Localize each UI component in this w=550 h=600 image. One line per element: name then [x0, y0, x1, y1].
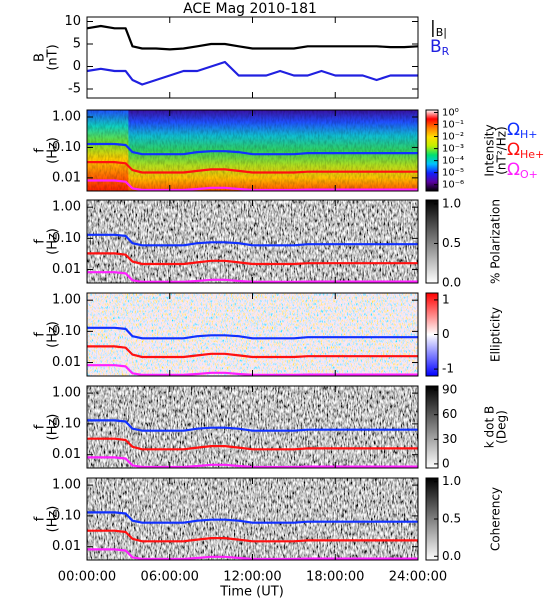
colorbar-tick-label: 0	[442, 327, 450, 341]
data-line	[87, 179, 418, 192]
y-axis-label: f	[33, 516, 48, 521]
legend-label: ΩHe+	[507, 140, 544, 161]
spectrogram	[87, 200, 418, 283]
chart-title: ACE Mag 2010-181	[183, 1, 317, 17]
x-tick-label: 24:00:00	[389, 570, 447, 585]
colorbar-tick-label: 0.5	[442, 512, 461, 526]
y-tick-label: 1.00	[52, 386, 81, 401]
colorbar-tick-label: 10⁻³	[442, 144, 464, 155]
colorbar-tick-label: 0.0	[442, 549, 461, 563]
y-axis-label: (Hz)	[46, 137, 61, 164]
colorbar-tick-label: 90	[442, 383, 457, 397]
colorbar-tick-label: 10⁻²	[442, 132, 464, 143]
y-tick-label: 0.10	[52, 416, 81, 431]
legend-label: |B|	[430, 18, 447, 39]
colorbar-label: Ellipticity	[489, 307, 503, 362]
y-axis-label: (Hz)	[46, 414, 61, 441]
y-axis-label: f	[33, 239, 48, 244]
x-tick-label: 18:00:00	[306, 570, 364, 585]
colorbar-tick-label: 1	[442, 292, 450, 306]
colorbar-tick-label: 10⁰	[442, 107, 459, 118]
data-line	[86, 60, 418, 86]
colorbar-tick-label: 0	[442, 456, 450, 470]
data-line	[87, 364, 418, 376]
y-axis-label: f	[33, 148, 48, 153]
spectrogram	[87, 293, 418, 376]
y-tick-label: 1.00	[52, 110, 81, 125]
y-tick-label: 0.10	[52, 231, 81, 246]
data-line	[87, 511, 418, 524]
data-line	[87, 548, 418, 561]
colorbar-tick-label: 1.0	[442, 196, 461, 210]
spectrogram-texture	[87, 110, 418, 191]
colorbar-tick-label: 0.5	[442, 236, 461, 250]
legend-label: BR	[430, 37, 450, 58]
data-line	[87, 345, 418, 359]
colorbar-label: (Deg)	[495, 410, 509, 444]
colorbar-tick-label: 10⁻⁴	[442, 156, 464, 167]
spectrogram	[87, 478, 418, 560]
colorbar-tick-label: 10⁻⁵	[442, 168, 464, 179]
colorbar-tick-label: 30	[442, 432, 457, 446]
legend-label: ΩO+	[507, 160, 538, 181]
colorbar-label: Coherency	[489, 487, 503, 551]
legend-label: ΩH+	[507, 120, 538, 141]
y-axis-label: f	[33, 332, 48, 337]
x-axis-label: Time (UT)	[219, 585, 284, 600]
colorbar-tick-label: 10⁻⁶	[442, 180, 464, 191]
colorbar-label: k dot B	[483, 406, 497, 448]
y-tick-label: 0.10	[52, 140, 81, 155]
y-tick-label: 0.01	[52, 170, 81, 185]
data-line	[87, 233, 418, 247]
x-tick-label: 12:00:00	[223, 570, 281, 585]
y-tick-label: 1.00	[52, 200, 81, 215]
y-tick-label: 5	[73, 37, 81, 52]
y-tick-label: 0.10	[52, 508, 81, 523]
x-tick-label: 00:00:00	[58, 570, 116, 585]
y-axis-label: (Hz)	[46, 321, 61, 348]
y-axis-label: (nT)	[46, 44, 61, 70]
data-line	[87, 161, 418, 174]
y-tick-label: 0.10	[52, 324, 81, 339]
y-tick-label: 0.01	[52, 262, 81, 277]
colorbar-label: % Polarization	[489, 199, 503, 284]
y-tick-label: 0.01	[52, 355, 81, 370]
plot-area	[87, 17, 418, 98]
colorbar-tick-label: 0.0	[442, 276, 461, 290]
y-tick-label: 0	[73, 59, 81, 74]
data-line	[86, 24, 419, 51]
y-tick-label: 10	[64, 14, 81, 29]
data-line	[87, 529, 418, 543]
x-tick-label: 06:00:00	[141, 570, 199, 585]
y-axis-label: (Hz)	[46, 506, 61, 533]
colorbar-label: Intensity	[483, 124, 497, 176]
data-line	[87, 252, 418, 266]
colorbar-tick-label: 60	[442, 407, 457, 421]
y-tick-label: 0.01	[52, 539, 81, 554]
colorbar	[425, 385, 439, 469]
colorbar	[425, 199, 439, 284]
colorbar-tick-label: -1	[442, 362, 454, 376]
data-line	[87, 437, 418, 451]
data-line	[87, 456, 418, 469]
data-line	[87, 419, 418, 432]
spectrogram	[87, 386, 418, 468]
y-tick-label: -5	[68, 82, 81, 97]
y-axis-label: B	[33, 53, 48, 62]
data-line	[87, 271, 418, 283]
colorbar-tick-label: 10⁻¹	[442, 119, 464, 130]
colorbar-tick-label: 1.0	[442, 474, 461, 488]
y-tick-label: 0.01	[52, 447, 81, 462]
y-axis-label: f	[33, 424, 48, 429]
data-line	[87, 326, 418, 340]
y-tick-label: 1.00	[52, 293, 81, 308]
colorbar-label: (nT²/Hz)	[495, 126, 509, 174]
y-tick-label: 1.00	[52, 478, 81, 493]
colorbar	[425, 109, 439, 192]
data-line	[87, 142, 418, 156]
y-axis-label: (Hz)	[46, 228, 61, 255]
